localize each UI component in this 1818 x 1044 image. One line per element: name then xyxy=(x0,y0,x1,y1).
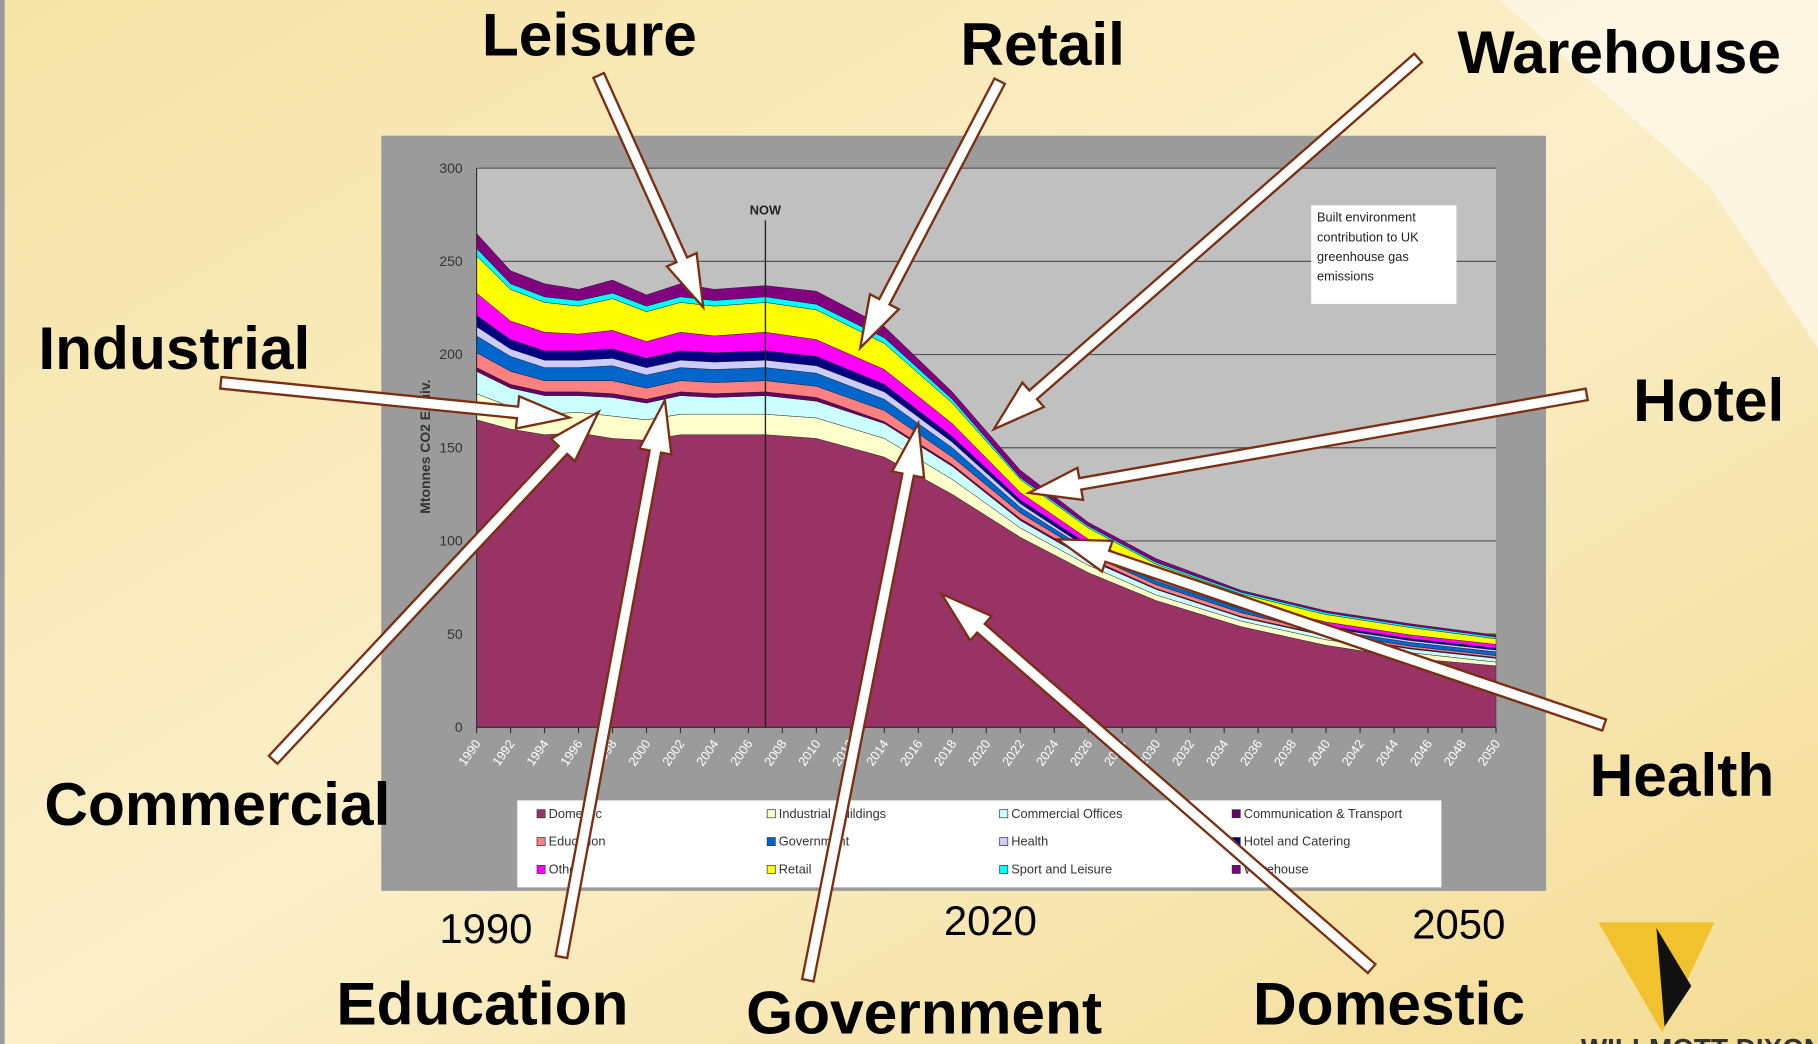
y-tick-label: 50 xyxy=(447,626,463,642)
legend-swatch xyxy=(536,865,546,874)
annotation-label: Health xyxy=(1590,741,1775,809)
annotation-label: Warehouse xyxy=(1457,18,1781,86)
year-label: 1990 xyxy=(439,905,532,952)
annotation-label: Government xyxy=(746,979,1102,1044)
year-label: 2020 xyxy=(944,897,1037,944)
arrow xyxy=(219,375,574,431)
legend-swatch xyxy=(766,809,776,819)
legend-label: Health xyxy=(1011,834,1048,849)
note-text: Built environment contribution to UK gre… xyxy=(1316,211,1419,285)
legend-swatch xyxy=(999,837,1009,846)
logo-mark xyxy=(1598,922,1715,1033)
arrow xyxy=(267,408,602,766)
legend-label: Sport and Leisure xyxy=(1011,861,1112,876)
note-box xyxy=(1311,205,1457,304)
legend-swatch xyxy=(1231,865,1241,874)
annotation-label: Leisure xyxy=(482,1,697,69)
annotation-label: Commercial xyxy=(44,770,390,838)
legend-swatch xyxy=(999,865,1009,874)
legend-label: Communication & Transport xyxy=(1244,806,1403,821)
annotation-label: Hotel xyxy=(1633,366,1784,434)
legend-swatch xyxy=(1231,809,1241,819)
legend-swatch xyxy=(536,809,546,819)
y-tick-label: 0 xyxy=(455,719,463,735)
arrow xyxy=(800,419,926,983)
y-tick-label: 100 xyxy=(439,533,463,549)
arrow xyxy=(1024,387,1590,502)
legend-swatch xyxy=(766,837,776,846)
legend-swatch xyxy=(536,837,546,846)
note: Built environment contribution to UK gre… xyxy=(1316,211,1419,285)
now-label: NOW xyxy=(750,203,782,218)
y-tick-label: 300 xyxy=(439,160,463,176)
arrow xyxy=(1054,538,1608,732)
legend-label: Industrial Buildings xyxy=(779,806,886,821)
annotation-label: Industrial xyxy=(38,314,310,382)
annotation-label: Education xyxy=(336,969,628,1037)
arrow xyxy=(938,591,1378,975)
y-tick-label: 150 xyxy=(439,439,463,455)
plot: 0501001502002503001990199219941996199820… xyxy=(439,160,1503,769)
y-tick-label: 250 xyxy=(439,253,463,269)
annotations: Leisure Retail Warehouse Industrial Hotel Com… xyxy=(38,1,1784,1044)
y-tick-label: 200 xyxy=(439,346,463,362)
year-label: 2050 xyxy=(1412,900,1505,947)
y-axis-label: Mtonnes CO2 Equiv. xyxy=(417,379,433,513)
logo-mark-dark xyxy=(1656,928,1692,1027)
arrow xyxy=(591,71,705,311)
annotation-label: Domestic xyxy=(1253,969,1525,1037)
arrow xyxy=(990,52,1424,432)
legend-label: Commercial Offices xyxy=(1011,806,1122,821)
legend-swatch xyxy=(999,809,1009,819)
legend-label: Retail xyxy=(779,861,812,876)
legend xyxy=(517,800,1442,888)
left-edge xyxy=(0,0,5,1044)
annotation-label: Retail xyxy=(960,10,1125,78)
legend-swatch xyxy=(766,865,776,874)
arrow xyxy=(858,76,1007,352)
legend-label: Hotel and Catering xyxy=(1244,834,1351,849)
star-decoration xyxy=(1499,0,1818,348)
arrow xyxy=(554,396,673,960)
logo-text: WILLMOTT DIXON xyxy=(1581,1033,1818,1044)
